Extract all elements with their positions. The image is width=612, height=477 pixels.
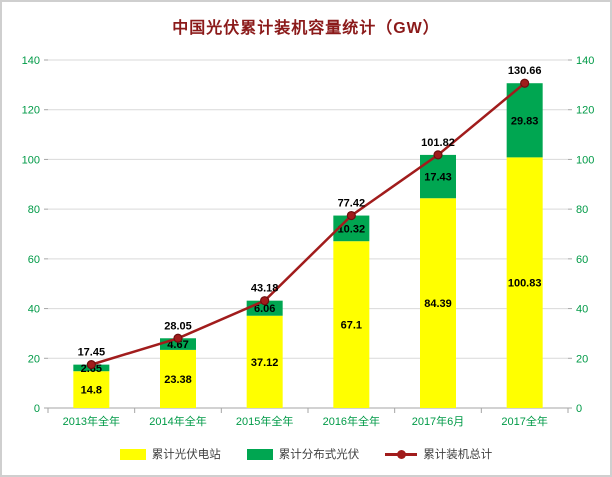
chart-title: 中国光伏累计装机容量统计（GW） [172, 20, 440, 37]
bar-segment-pv-station [333, 241, 370, 408]
chart-text: 2017年6月 [412, 414, 465, 428]
chart-text: 100 [22, 154, 40, 166]
chart-text: 80 [576, 204, 588, 216]
chart-text: 140 [576, 55, 594, 67]
chart-text: 4.67 [167, 339, 188, 351]
chart-text: 130.66 [508, 65, 542, 77]
chart-text: 29.83 [511, 115, 539, 127]
chart-text: 20 [576, 353, 588, 365]
chart-text: 2017全年 [501, 414, 547, 428]
legend-label-pv-station: 累计光伏电站 [151, 449, 221, 461]
legend-line-marker-icon [385, 449, 418, 460]
chart-text: 101.82 [421, 137, 455, 149]
legend-item-total: 累计装机总计 [385, 446, 492, 462]
chart-text: 43.18 [251, 283, 279, 295]
bar-segment-pv-station [246, 315, 283, 408]
bar-segment-pv-station [420, 198, 456, 408]
chart-text: 23.38 [164, 374, 192, 386]
legend-label-distributed-pv: 累计分布式光伏 [278, 449, 360, 461]
line-marker-icon [86, 360, 96, 370]
chart-text: 0 [576, 403, 582, 415]
chart-text: 67.1 [341, 320, 362, 332]
legend-item-distributed-pv: 累计分布式光伏 [246, 446, 360, 462]
chart-text: 2015年全年 [236, 414, 293, 428]
chart-text: 14.8 [81, 385, 102, 397]
chart-text: 120 [22, 105, 40, 117]
line-marker-icon [433, 150, 443, 160]
chart-text: 0 [34, 403, 40, 415]
legend-swatch-yellow-icon [119, 448, 146, 460]
chart-text: 100.83 [508, 278, 542, 290]
chart-text: 77.42 [338, 198, 366, 210]
chart-text: 28.05 [164, 320, 192, 332]
legend: 累计光伏电站 累计分布式光伏 累计装机总计 [2, 446, 610, 462]
bar-segment-pv-station [506, 157, 543, 408]
chart-text: 60 [28, 254, 40, 266]
chart-text: 6.06 [254, 303, 275, 315]
chart-text: 2016年全年 [323, 414, 380, 428]
bar-segment-pv-station [160, 349, 196, 408]
chart-text: 80 [28, 204, 40, 216]
chart-text: 60 [576, 254, 588, 266]
chart-text: 17.43 [424, 172, 452, 184]
legend-swatch-green-icon [246, 448, 273, 460]
line-marker-icon [346, 210, 356, 221]
legend-item-pv-station: 累计光伏电站 [119, 446, 221, 462]
chart-text: 2014年全年 [149, 414, 206, 428]
chart-text: 17.45 [78, 347, 106, 359]
chart-text: 84.39 [424, 298, 452, 310]
legend-label-total: 累计装机总计 [423, 449, 493, 461]
chart-text: 2013年全年 [63, 414, 120, 428]
chart-text: 10.32 [338, 223, 366, 235]
chart-text: 40 [28, 304, 40, 316]
chart-text: 37.12 [251, 357, 279, 369]
line-marker-icon [173, 333, 183, 343]
chart-text: 120 [576, 105, 594, 117]
line-marker-icon [520, 78, 530, 88]
chart-text: 40 [576, 304, 588, 316]
bar-segment-pv-station [73, 371, 110, 408]
chart-text: 140 [22, 55, 40, 67]
chart-text: 20 [28, 353, 40, 365]
chart-text: 100 [576, 154, 594, 166]
bar-segment-distributed-pv [160, 338, 196, 350]
bar-segment-distributed-pv [506, 83, 543, 158]
total-line [90, 82, 526, 366]
line-marker-icon [260, 296, 270, 306]
